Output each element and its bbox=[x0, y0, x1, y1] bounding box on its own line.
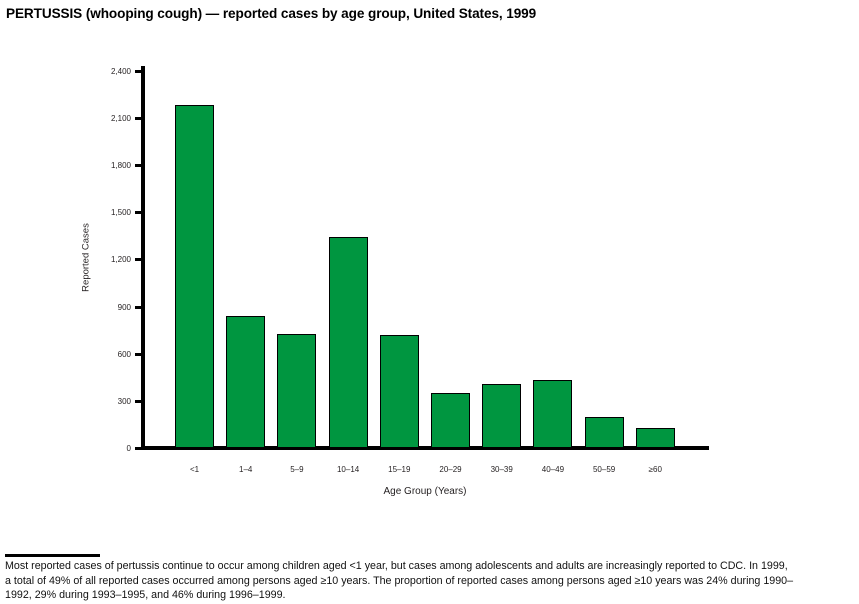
y-tick-label: 1,200 bbox=[110, 255, 131, 265]
y-tick bbox=[135, 164, 141, 168]
x-axis-line bbox=[141, 446, 709, 450]
footnote-line: 1992, 29% during 1993–1995, and 46% duri… bbox=[5, 589, 286, 602]
bar-1–4 bbox=[226, 316, 266, 448]
y-tick-label: 2,400 bbox=[110, 67, 131, 76]
x-tick-label: 15–19 bbox=[388, 465, 411, 474]
y-tick-label: 2,100 bbox=[110, 114, 131, 124]
y-axis-line bbox=[141, 66, 145, 450]
bar-<1 bbox=[175, 105, 214, 448]
y-tick-label: 1,800 bbox=[110, 161, 131, 171]
y-tick-label: 600 bbox=[117, 349, 131, 359]
bar-≥60 bbox=[635, 428, 675, 448]
x-tick-label: ≥60 bbox=[648, 465, 662, 474]
x-tick-label: 1–4 bbox=[239, 465, 253, 474]
bar-50–59 bbox=[584, 417, 624, 448]
y-tick-label: 0 bbox=[126, 443, 131, 453]
x-tick-label: 5–9 bbox=[290, 465, 304, 474]
x-tick-label: 20–29 bbox=[439, 465, 462, 474]
y-tick bbox=[135, 399, 141, 403]
y-tick bbox=[135, 305, 141, 309]
y-tick-label: 1,500 bbox=[110, 208, 131, 218]
y-tick bbox=[135, 258, 141, 262]
y-tick bbox=[135, 117, 141, 121]
x-tick-label: 10–14 bbox=[336, 465, 360, 474]
x-tick-label: 50–59 bbox=[592, 465, 616, 474]
bar-30–39 bbox=[482, 384, 522, 448]
x-axis-title: Age Group (Years) bbox=[383, 486, 467, 497]
y-tick bbox=[135, 446, 141, 450]
y-tick bbox=[135, 211, 141, 215]
footnote-line: a total of 49% of all reported cases occ… bbox=[5, 574, 794, 587]
bar-40–49 bbox=[533, 380, 573, 448]
chart-title: PERTUSSIS (whooping cough) — reported ca… bbox=[6, 6, 537, 21]
y-tick bbox=[135, 352, 141, 356]
footnote-text: Most reported cases of pertussis continu… bbox=[5, 559, 857, 603]
bar-5–9 bbox=[277, 334, 317, 448]
bar-10–14 bbox=[328, 237, 368, 448]
x-tick-label: 40–49 bbox=[541, 465, 565, 474]
y-tick-label: 900 bbox=[117, 302, 131, 312]
y-tick-label: 300 bbox=[117, 396, 131, 406]
bar-15–19 bbox=[379, 335, 419, 448]
x-tick-label: <1 bbox=[189, 465, 200, 474]
footnote-rule bbox=[5, 554, 100, 558]
bar-20–29 bbox=[431, 393, 470, 448]
x-tick-label: 30–39 bbox=[490, 465, 513, 474]
y-tick bbox=[135, 70, 141, 73]
footnote-line: Most reported cases of pertussis continu… bbox=[5, 560, 788, 572]
